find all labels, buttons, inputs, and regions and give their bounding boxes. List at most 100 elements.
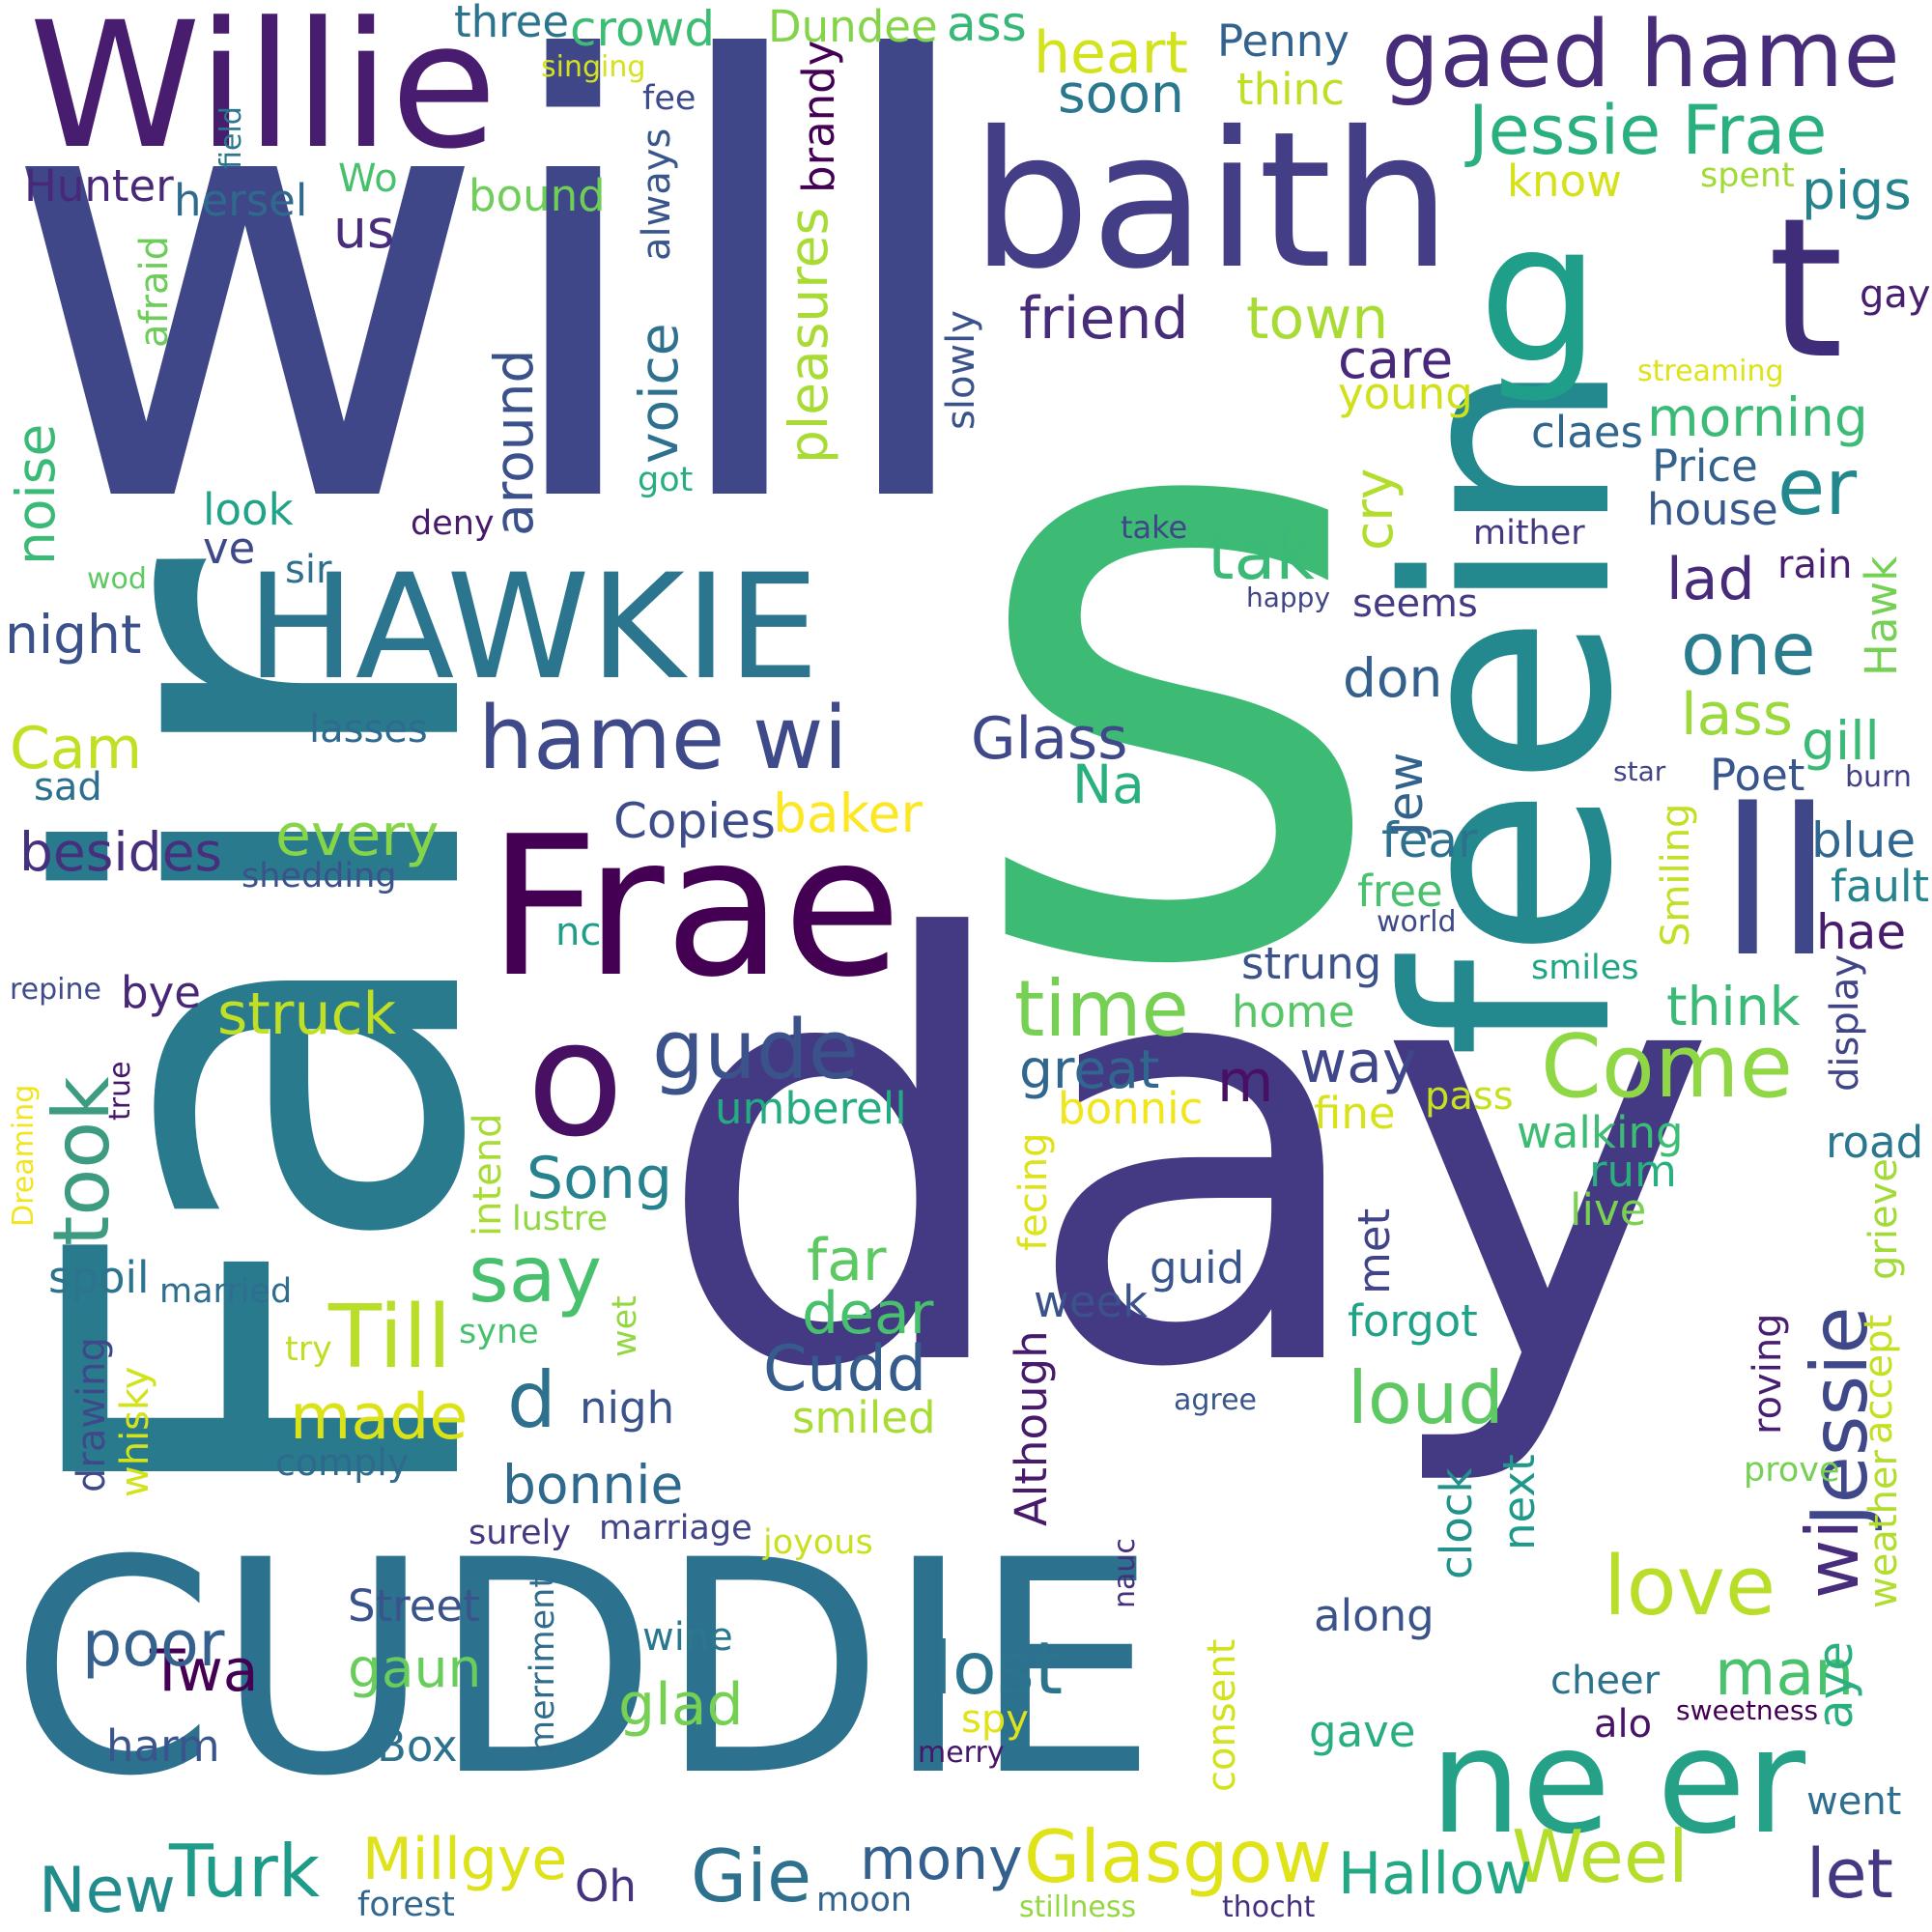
word-loud: loud: [1348, 1355, 1504, 1440]
word-bound: bound: [469, 170, 606, 221]
word-penny: Penny: [1217, 15, 1350, 67]
word-streaming: streaming: [1637, 355, 1784, 388]
word-na: Na: [1072, 753, 1145, 815]
word-clock: clock: [1431, 1467, 1482, 1579]
word-marriage: marriage: [599, 1509, 753, 1548]
word-dundee: Dundee: [768, 1, 938, 52]
word-new: New: [39, 1855, 176, 1927]
word-us: us: [333, 198, 395, 260]
word-far: far: [807, 1227, 887, 1294]
word-ve: ve: [203, 523, 256, 574]
word-shedding: shedding: [242, 857, 397, 895]
word-man: man: [1715, 1637, 1855, 1710]
word-mony: mony: [860, 1826, 1023, 1893]
word-gay: gay: [1860, 272, 1931, 317]
word-accept: accept: [1857, 1314, 1901, 1444]
word-live: live: [1570, 1184, 1647, 1236]
word-grieve: grieve: [1861, 1158, 1906, 1280]
word-nc: nc: [555, 910, 602, 954]
word-bonnie: bonnie: [502, 1454, 684, 1516]
word-frae: Frae: [488, 795, 902, 1020]
word-stillness: stillness: [1019, 1890, 1137, 1924]
word-sweetness: sweetness: [1676, 1694, 1819, 1726]
word-fear: fear: [1381, 812, 1478, 868]
word-guid: guid: [1150, 1242, 1245, 1293]
word-hawkie: HAWKIE: [246, 544, 819, 712]
word-lost: lost: [932, 1626, 1064, 1711]
word-wo: Wo: [338, 156, 398, 201]
word-wi: wi: [1790, 1519, 1875, 1599]
word-hersel: hersel: [174, 175, 308, 226]
word-sir: sir: [285, 548, 332, 592]
word-cry: cry: [1343, 468, 1405, 551]
word-friend: friend: [1019, 285, 1189, 353]
word-singing: singing: [541, 50, 646, 84]
word-oh: Oh: [575, 1861, 637, 1912]
word-married: married: [159, 1272, 293, 1311]
word-night: night: [5, 604, 142, 666]
word-next: next: [1493, 1454, 1545, 1550]
word-merriment: merriment: [524, 1574, 562, 1753]
word-lad: lad: [1666, 546, 1755, 613]
word-nigh: nigh: [580, 1382, 675, 1434]
word-display: display: [1823, 953, 1867, 1092]
word-box: Box: [377, 1720, 458, 1772]
word-fecing: fecing: [1011, 1132, 1056, 1251]
word-cheer: cheer: [1550, 1659, 1661, 1703]
word-world: world: [1377, 905, 1457, 939]
word-baith: baith: [971, 91, 1452, 310]
word-one: one: [1681, 607, 1816, 692]
word-don: don: [1343, 647, 1443, 709]
word-gaun: gaun: [348, 1637, 482, 1699]
word-mither: mither: [1473, 514, 1585, 553]
word-bonnic: bonnic: [1058, 1083, 1204, 1134]
word-willie: Willie: [29, 0, 497, 187]
word-o: o: [526, 986, 624, 1172]
word-surely: surely: [469, 1514, 572, 1552]
word-m: m: [1217, 1048, 1274, 1116]
word-cam: Cam: [10, 715, 143, 782]
word-hallow: Hallow: [1338, 1840, 1533, 1908]
word-look: look: [203, 484, 294, 535]
word-blue: blue: [1811, 812, 1917, 868]
word-thocht: thocht: [1222, 1890, 1316, 1924]
word-glasgow: Glasgow: [1024, 1814, 1332, 1899]
word-forest: forest: [357, 1886, 455, 1924]
word-made: made: [290, 1381, 469, 1454]
word-tak: tak: [1208, 516, 1315, 595]
word-ass: ass: [947, 0, 1027, 52]
word-field: field: [214, 106, 248, 169]
word-turk: Turk: [169, 1829, 321, 1914]
word-aye: aye: [1807, 1641, 1863, 1729]
word-claes: claes: [1531, 407, 1643, 458]
word-jessie-frae: Jessie Frae: [1468, 91, 1828, 170]
word-seems: seems: [1352, 582, 1478, 626]
word-week: week: [1034, 1276, 1149, 1327]
word-lass: lass: [1681, 681, 1793, 749]
word-home: home: [1232, 986, 1355, 1037]
word-young: young: [1338, 368, 1473, 419]
word-day: day: [653, 819, 1719, 1494]
word-pleasures: pleasures: [778, 207, 839, 464]
word-alo: alo: [1594, 1702, 1653, 1747]
word-nauc: nauc: [1108, 1538, 1142, 1608]
word-got: got: [638, 461, 694, 499]
word-smiling: Smiling: [1654, 803, 1698, 947]
word-ne-er: ne er: [1430, 1698, 1805, 1866]
word-road: road: [1826, 1117, 1924, 1168]
word-three: three: [454, 0, 570, 47]
word-gave: gave: [1309, 1706, 1416, 1757]
word-wod: wod: [87, 562, 147, 596]
word-brandy: brandy: [793, 40, 844, 193]
word-gie: Gie: [691, 1833, 812, 1918]
word-hame-wi: hame wi: [478, 688, 848, 789]
word-went: went: [1806, 1779, 1902, 1824]
word-spy: spy: [961, 1697, 1029, 1742]
word-fault: fault: [1831, 861, 1930, 912]
word-merry: merry: [918, 1736, 1005, 1770]
word-town: town: [1246, 285, 1389, 353]
word-intend: intend: [466, 1113, 510, 1237]
word-fee: fee: [642, 79, 696, 118]
word-always: always: [635, 128, 679, 261]
word-house: house: [1647, 484, 1778, 535]
